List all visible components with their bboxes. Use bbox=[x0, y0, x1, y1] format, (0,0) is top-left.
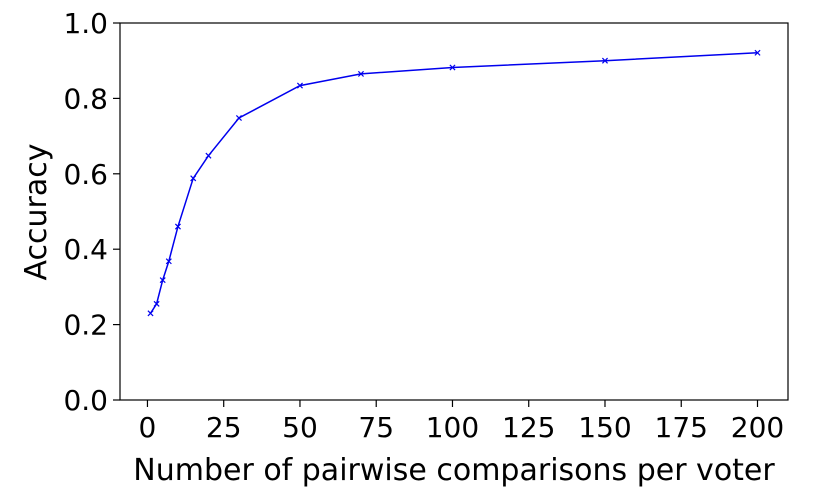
y-tick-label: 1.0 bbox=[63, 7, 108, 40]
x-tick-label: 125 bbox=[502, 411, 555, 444]
y-tick-label: 0.4 bbox=[63, 233, 108, 266]
data-point-marker bbox=[601, 57, 609, 64]
data-point-marker bbox=[165, 258, 172, 265]
x-axis-ticks: 0 25 50 75 100 125 150 175 200 bbox=[139, 400, 784, 444]
data-point-marker bbox=[205, 152, 212, 159]
data-point-marker bbox=[754, 49, 761, 56]
y-axis-label: Accuracy bbox=[19, 144, 54, 281]
series-layer bbox=[147, 49, 761, 317]
plot-frame bbox=[119, 22, 789, 401]
y-tick-label: 0.6 bbox=[63, 158, 108, 191]
data-point-marker bbox=[296, 82, 303, 89]
data-point-marker bbox=[235, 114, 242, 122]
x-tick-label: 150 bbox=[578, 411, 631, 444]
y-tick-label: 0.2 bbox=[63, 309, 108, 342]
x-tick-label: 25 bbox=[206, 411, 242, 444]
data-point-marker bbox=[153, 300, 160, 307]
x-tick-label: 50 bbox=[282, 411, 318, 444]
x-tick-label: 175 bbox=[655, 411, 708, 444]
series-line bbox=[149, 52, 758, 314]
x-axis-label: Number of pairwise comparisons per voter bbox=[133, 453, 775, 488]
x-tick-label: 75 bbox=[358, 411, 394, 444]
data-point-marker bbox=[159, 277, 166, 284]
x-tick-label: 100 bbox=[426, 411, 479, 444]
y-axis-ticks: 0.0 0.2 0.4 0.6 0.8 1.0 bbox=[63, 7, 120, 417]
data-point-marker bbox=[147, 310, 154, 317]
data-point-marker bbox=[449, 64, 456, 71]
y-tick-label: 0.8 bbox=[63, 82, 108, 115]
data-point-marker bbox=[357, 70, 364, 77]
x-tick-label: 200 bbox=[731, 411, 784, 444]
x-tick-label: 0 bbox=[139, 411, 157, 444]
y-tick-label: 0.0 bbox=[63, 384, 108, 417]
data-point-marker bbox=[174, 223, 181, 230]
data-point-marker bbox=[190, 175, 197, 182]
